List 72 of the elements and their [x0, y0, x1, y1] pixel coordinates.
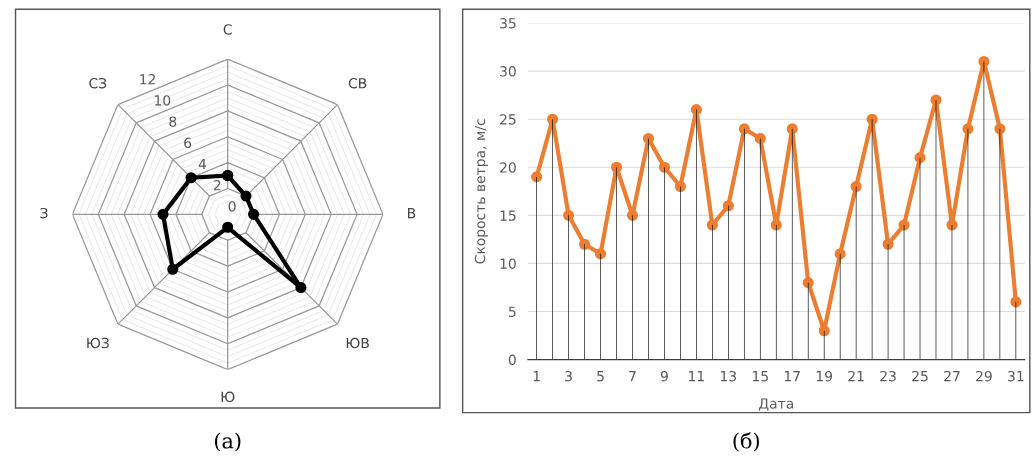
y-tick-label: 0	[228, 201, 236, 212]
x-tick-label: 27	[944, 370, 960, 382]
point	[994, 123, 1006, 135]
spoke-label: С	[223, 24, 232, 35]
point	[658, 161, 670, 173]
point	[930, 94, 942, 106]
point	[579, 238, 591, 250]
y-tick-label: 15	[500, 210, 516, 221]
point	[626, 209, 639, 221]
text: (б)	[733, 432, 759, 452]
y-tick-label: 25	[500, 114, 516, 125]
y-tick-label: 2	[213, 179, 221, 191]
point	[563, 209, 575, 221]
spoke-label: В	[408, 208, 416, 219]
point	[531, 171, 543, 183]
y-tick-label: 10	[500, 258, 516, 269]
point	[866, 113, 878, 125]
x-tick-label: 3	[565, 370, 572, 382]
x-tick-label: 15	[752, 371, 768, 382]
x-tick-label: 11	[689, 371, 704, 382]
point	[914, 152, 926, 164]
y-tick-label: 12	[140, 74, 155, 85]
point	[722, 200, 734, 212]
point	[738, 123, 750, 135]
y-tick-label: 10	[155, 95, 171, 106]
point	[962, 123, 974, 135]
point	[834, 248, 846, 260]
x-tick-label: 31	[1008, 370, 1024, 382]
x-tick-label: 17	[784, 371, 800, 382]
y-tick-label: 35	[500, 18, 516, 29]
spoke-label: ЮВ	[346, 337, 369, 349]
x-tick-label: 19	[816, 370, 833, 382]
point	[946, 219, 958, 231]
point	[706, 219, 718, 231]
point	[1010, 296, 1022, 308]
point	[690, 104, 702, 116]
x-tick-label: 1	[533, 371, 540, 382]
point	[850, 180, 862, 193]
y-tick-label: 0	[508, 354, 516, 366]
point	[882, 238, 894, 250]
point	[770, 219, 782, 231]
x-tick-label: 21	[848, 370, 864, 382]
text: (а)	[215, 432, 241, 452]
y-tick-label: 8	[169, 116, 177, 127]
spoke-label: З	[40, 207, 48, 219]
x-tick-label: 7	[629, 371, 636, 382]
y-tick-label: 20	[500, 162, 516, 173]
y-tick-label: 6	[184, 137, 192, 149]
y-axis-title: Скорость ветра, м/с	[474, 119, 488, 264]
y-tick-label: 30	[500, 66, 516, 77]
point	[594, 248, 607, 260]
point	[898, 219, 910, 231]
x-tick-label: 29	[976, 370, 992, 382]
spoke-label: СВ	[348, 77, 367, 89]
y-tick-label: 5	[508, 306, 516, 317]
spoke-label: СЗ	[89, 77, 107, 89]
x-tick-label: 13	[721, 370, 737, 382]
y-tick-label: 4	[198, 158, 207, 170]
x-tick-label: 9	[660, 370, 668, 382]
x-axis-title: Дата	[758, 398, 793, 411]
x-tick-label: 5	[597, 371, 604, 382]
point	[674, 180, 686, 193]
x-tick-label: 25	[912, 370, 928, 382]
point	[786, 123, 798, 135]
x-tick-label: 23	[880, 370, 896, 382]
point	[642, 132, 655, 144]
point	[754, 132, 766, 144]
point	[818, 325, 830, 337]
spoke-label: Ю	[221, 391, 235, 403]
spoke-label: ЮЗ	[87, 337, 109, 349]
point	[802, 277, 814, 289]
point	[547, 113, 559, 125]
